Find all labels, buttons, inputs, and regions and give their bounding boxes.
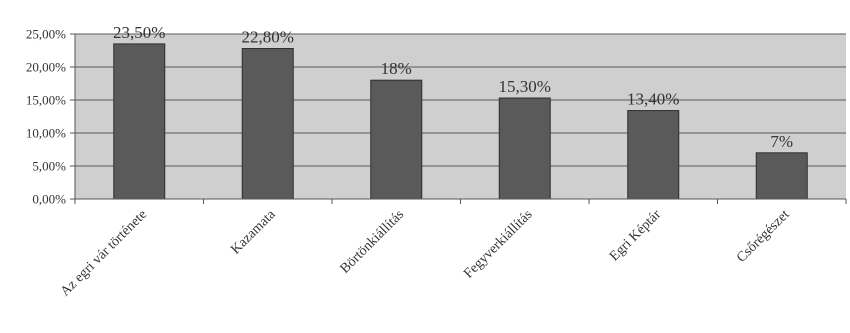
data-label: 23,50% (113, 23, 165, 42)
x-tick-label: Egri Képtár (607, 207, 664, 264)
bar (627, 110, 680, 200)
x-axis: Az egri vár története Kazamata Börtönkiáll… (58, 198, 847, 299)
data-labels: 23,50% 22,80% 18% 15,30% 13,40% 7% (113, 23, 793, 151)
y-tick-label: 5,00% (32, 159, 66, 174)
x-tick-label: Fegyverkiállítás (461, 207, 535, 281)
x-tick-label: Kazamata (228, 207, 279, 258)
y-tick-label: 10,00% (26, 126, 66, 141)
y-tick-label: 20,00% (26, 60, 66, 75)
data-label: 13,40% (627, 90, 679, 109)
data-label: 18% (381, 59, 412, 78)
data-label: 22,80% (242, 28, 294, 47)
y-tick-label: 25,00% (26, 27, 66, 42)
bar (113, 43, 166, 200)
bar (755, 152, 808, 200)
y-tick-label: 0,00% (32, 192, 66, 207)
gridlines (75, 33, 846, 167)
y-axis: 0,00% 5,00% 10,00% 15,00% 20,00% 25,00% (26, 27, 76, 207)
bar (241, 48, 294, 200)
x-tick-label: Csőrégészet (734, 207, 793, 266)
bar (370, 79, 423, 200)
plot-area (75, 34, 846, 199)
data-label: 15,30% (499, 77, 551, 96)
bars (113, 43, 808, 200)
x-tick-label: Az egri vár története (58, 207, 150, 299)
y-tick-label: 15,00% (26, 93, 66, 108)
x-tick-label: Börtönkiállítás (338, 207, 407, 276)
bar (498, 97, 551, 200)
data-label: 7% (770, 132, 793, 151)
